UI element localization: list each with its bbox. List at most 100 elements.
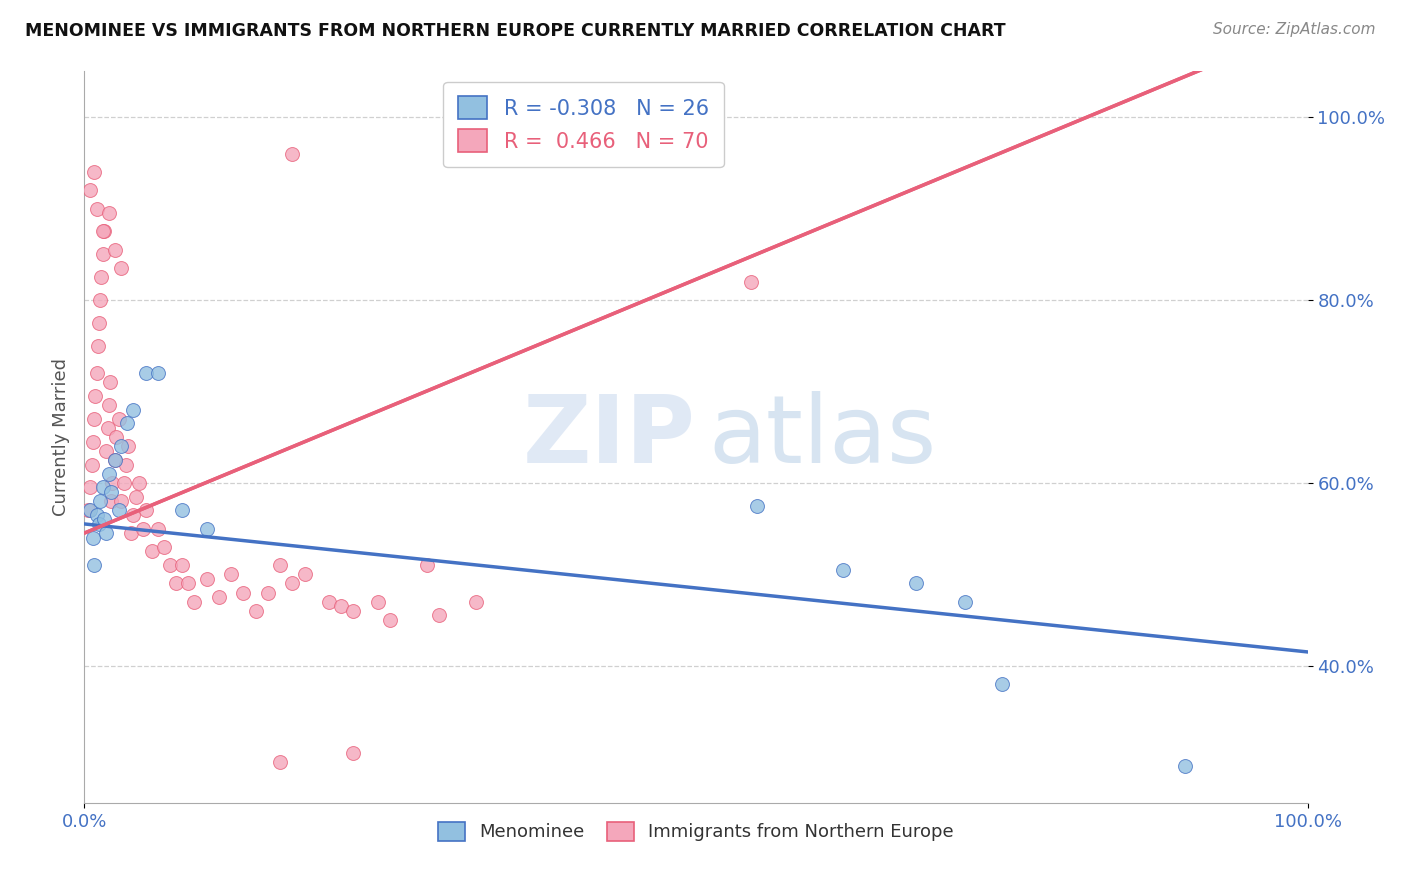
Point <box>183 595 205 609</box>
Point <box>83 558 105 573</box>
Point <box>110 260 132 275</box>
Point <box>97 467 120 481</box>
Y-axis label: Currently Married: Currently Married <box>52 358 70 516</box>
Point <box>93 224 115 238</box>
Text: MENOMINEE VS IMMIGRANTS FROM NORTHERN EUROPE CURRENTLY MARRIED CORRELATION CHART: MENOMINEE VS IMMIGRANTS FROM NORTHERN EU… <box>25 22 1005 40</box>
Point <box>257 585 280 599</box>
Legend: Menominee, Immigrants from Northern Europe: Menominee, Immigrants from Northern Euro… <box>432 814 960 848</box>
Point <box>105 430 128 444</box>
Point <box>269 755 291 769</box>
Point <box>80 458 103 472</box>
Point <box>115 458 138 472</box>
Point <box>905 576 928 591</box>
Point <box>342 746 364 760</box>
Point <box>82 531 104 545</box>
Point <box>86 508 108 522</box>
Point <box>172 503 194 517</box>
Point <box>747 499 769 513</box>
Point <box>1174 759 1197 773</box>
Point <box>232 585 254 599</box>
Point <box>153 540 176 554</box>
Point <box>172 558 194 573</box>
Point <box>330 599 353 614</box>
Point <box>86 202 108 216</box>
Point <box>125 490 148 504</box>
Point <box>97 206 120 220</box>
Point <box>440 146 463 161</box>
Point <box>740 275 762 289</box>
Point <box>195 572 218 586</box>
Point <box>195 521 218 535</box>
Point <box>110 494 132 508</box>
Point <box>122 508 145 522</box>
Point <box>79 183 101 197</box>
Point <box>219 567 242 582</box>
Point <box>117 439 139 453</box>
Point <box>83 165 105 179</box>
Point <box>98 376 121 390</box>
Point <box>87 339 110 353</box>
Point <box>141 544 163 558</box>
Point <box>135 366 157 380</box>
Point <box>84 389 107 403</box>
Point <box>91 247 114 261</box>
Point <box>112 475 135 490</box>
Point <box>135 503 157 517</box>
Point <box>79 503 101 517</box>
Point <box>281 576 304 591</box>
Point <box>269 558 291 573</box>
Point <box>120 526 142 541</box>
Point <box>86 366 108 380</box>
Point <box>281 146 304 161</box>
Text: ZIP: ZIP <box>523 391 696 483</box>
Point <box>132 521 155 535</box>
Point <box>159 558 181 573</box>
Point <box>89 293 111 307</box>
Point <box>97 398 120 412</box>
Point <box>100 485 122 500</box>
Point <box>77 503 100 517</box>
Point <box>104 453 127 467</box>
Point <box>97 421 120 435</box>
Point <box>146 521 169 535</box>
Point <box>953 595 976 609</box>
Point <box>96 526 118 541</box>
Point <box>96 443 118 458</box>
Point <box>318 595 340 609</box>
Point <box>87 316 110 330</box>
Point <box>100 494 122 508</box>
Point <box>79 480 101 494</box>
Text: atlas: atlas <box>709 391 936 483</box>
Point <box>427 608 450 623</box>
Point <box>101 475 124 490</box>
Point <box>294 567 316 582</box>
Point <box>104 453 127 467</box>
Point <box>367 595 389 609</box>
Text: Source: ZipAtlas.com: Source: ZipAtlas.com <box>1212 22 1375 37</box>
Point <box>991 677 1014 691</box>
Point <box>208 590 231 604</box>
Point <box>165 576 187 591</box>
Point <box>89 494 111 508</box>
Point <box>93 512 115 526</box>
Point <box>342 604 364 618</box>
Point <box>380 613 402 627</box>
Point <box>831 563 853 577</box>
Point <box>128 475 150 490</box>
Point <box>90 270 112 285</box>
Point <box>464 595 486 609</box>
Point <box>146 366 169 380</box>
Point <box>107 411 129 425</box>
Point <box>115 417 138 431</box>
Point <box>107 503 129 517</box>
Point <box>91 480 114 494</box>
Point <box>104 243 127 257</box>
Point <box>83 411 105 425</box>
Point <box>416 558 439 573</box>
Point <box>177 576 200 591</box>
Point <box>91 224 114 238</box>
Point <box>87 516 110 531</box>
Point <box>245 604 267 618</box>
Point <box>110 439 132 453</box>
Point <box>82 434 104 449</box>
